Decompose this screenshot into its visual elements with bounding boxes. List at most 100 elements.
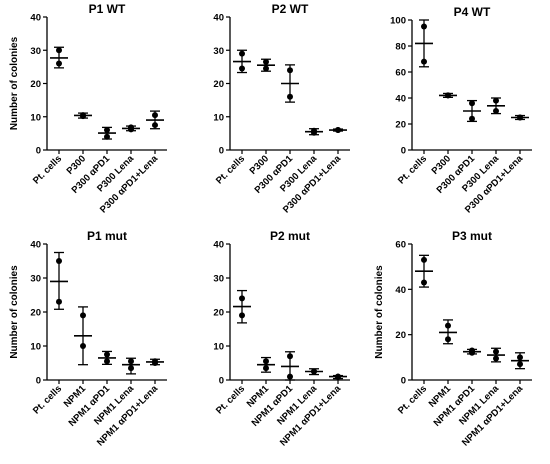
- data-point: [517, 114, 523, 121]
- y-tick-label: 40: [30, 240, 41, 251]
- y-tick-label: 60: [395, 240, 406, 251]
- data-point: [469, 115, 475, 122]
- y-tick-label: 0: [219, 146, 224, 157]
- data-point: [263, 65, 269, 72]
- data-point: [421, 23, 427, 30]
- chart-panel-6: P3 mut Number of colonies 0 20 40 60 Pt. cells…: [374, 229, 532, 448]
- x-tick-label: Pt. cells: [396, 153, 429, 186]
- chart-panel-4: P1 mut Number of colonies 0 10 20 30 40 Pt. cel…: [9, 229, 167, 448]
- data-point: [421, 58, 427, 65]
- data-point: [80, 113, 86, 120]
- data-point: [104, 351, 110, 358]
- data-point: [311, 368, 317, 375]
- panel-title: P2 mut: [270, 229, 310, 243]
- y-tick-label: 0: [36, 376, 41, 387]
- data-point: [445, 336, 451, 343]
- y-tick-label: 0: [401, 376, 406, 387]
- data-point: [128, 358, 134, 365]
- data-point: [445, 92, 451, 99]
- data-point: [335, 373, 341, 380]
- data-point: [263, 358, 269, 365]
- y-tick-label: 40: [30, 13, 41, 24]
- x-tick-label: Pt. cells: [31, 383, 64, 416]
- y-tick-label: 40: [395, 285, 406, 296]
- chart-panel-1: P1 WT Number of colonies 0 10 20 30 40 Pt. cell…: [9, 2, 167, 215]
- data-point: [56, 60, 62, 67]
- y-tick-label: 40: [395, 94, 406, 105]
- y-tick-label: 0: [36, 146, 41, 157]
- data-point: [152, 112, 158, 119]
- x-tick-label: Pt. cells: [214, 153, 247, 186]
- y-tick-label: 30: [30, 46, 41, 57]
- y-tick-label: 0: [219, 376, 224, 387]
- panel-title: P1 mut: [87, 229, 127, 243]
- data-point: [287, 373, 293, 380]
- data-point: [128, 124, 134, 131]
- x-tick-label: Pt. cells: [31, 153, 64, 186]
- data-point: [335, 127, 341, 134]
- y-tick-label: 40: [213, 240, 224, 251]
- y-tick-label: 100: [390, 16, 406, 27]
- data-point: [421, 279, 427, 286]
- y-tick-label: 40: [213, 13, 224, 24]
- y-tick-label: 20: [30, 308, 41, 319]
- data-point: [104, 133, 110, 140]
- y-tick-label: 20: [395, 120, 406, 131]
- x-tick-label: Pt. cells: [396, 383, 429, 416]
- panel-title: P2 WT: [272, 2, 309, 16]
- data-point: [517, 354, 523, 361]
- y-tick-label: 30: [213, 274, 224, 285]
- y-tick-label: 20: [30, 79, 41, 90]
- panel-title: P3 mut: [452, 229, 492, 243]
- y-tick-label: 10: [213, 342, 224, 353]
- x-tick-label: Pt. cells: [214, 383, 247, 416]
- data-point: [469, 100, 475, 107]
- data-point: [493, 97, 499, 104]
- y-tick-label: 20: [213, 79, 224, 90]
- data-point: [287, 67, 293, 74]
- data-point: [56, 298, 62, 305]
- data-point: [239, 312, 245, 319]
- data-point: [56, 47, 62, 54]
- y-tick-label: 20: [395, 330, 406, 341]
- data-point: [239, 50, 245, 57]
- data-point: [80, 343, 86, 349]
- data-point: [263, 365, 269, 372]
- y-tick-label: 10: [213, 112, 224, 123]
- data-point: [152, 358, 158, 365]
- data-point: [152, 122, 158, 129]
- data-point: [493, 108, 499, 114]
- panel-title: P1 WT: [89, 2, 126, 16]
- y-tick-label: 30: [30, 274, 41, 285]
- y-tick-label: 30: [213, 46, 224, 57]
- data-point: [469, 349, 475, 356]
- data-point: [311, 127, 317, 134]
- y-axis-label: Number of colonies: [9, 265, 20, 359]
- data-point: [517, 361, 523, 368]
- y-tick-label: 60: [395, 68, 406, 79]
- data-point: [56, 258, 62, 264]
- data-point: [287, 93, 293, 100]
- y-tick-label: 80: [395, 42, 406, 53]
- data-point: [104, 358, 110, 365]
- y-tick-label: 10: [30, 342, 41, 353]
- data-point: [239, 295, 245, 302]
- data-point: [263, 58, 269, 65]
- data-point: [493, 348, 499, 355]
- data-point: [493, 355, 499, 362]
- data-point: [239, 65, 245, 72]
- data-point: [104, 127, 110, 134]
- data-point: [287, 353, 293, 360]
- y-axis-label: Number of colonies: [9, 36, 20, 130]
- data-point: [445, 322, 451, 329]
- y-tick-label: 0: [401, 146, 406, 157]
- panel-title: P4 WT: [454, 5, 491, 19]
- data-point: [80, 312, 86, 319]
- y-axis-label: Number of colonies: [374, 265, 385, 359]
- y-tick-label: 20: [213, 308, 224, 319]
- data-point: [128, 365, 134, 372]
